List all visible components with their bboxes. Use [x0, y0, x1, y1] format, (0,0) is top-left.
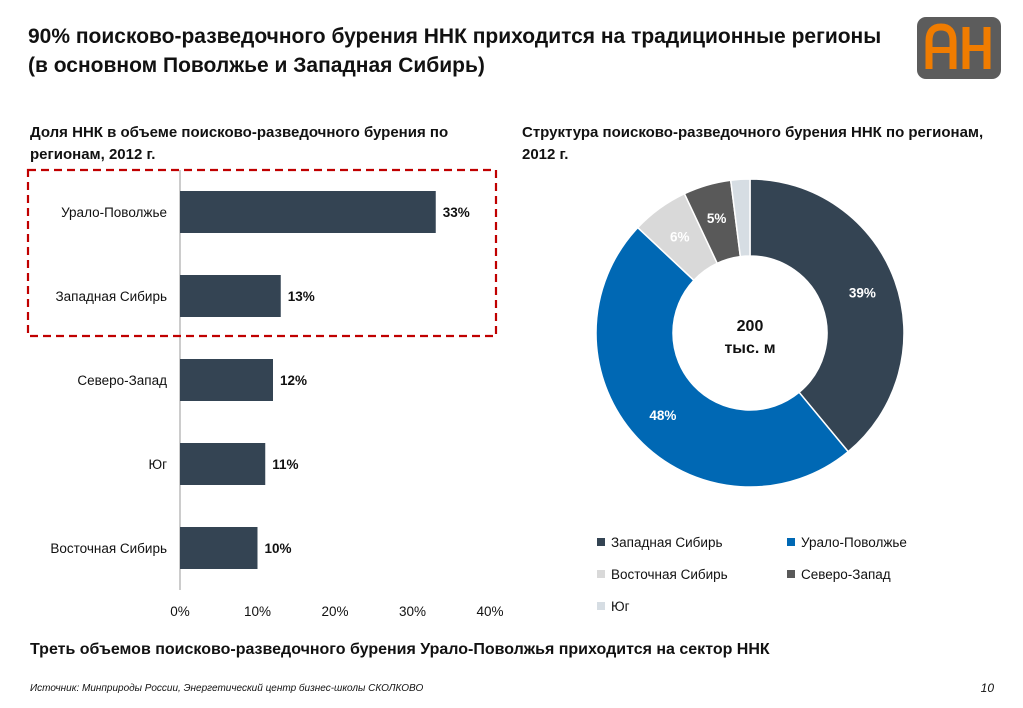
donut-legend: Западная Сибирь Урало-Поволжье Восточная С…: [597, 532, 997, 616]
highlight-frame: [26, 168, 498, 338]
slice-label: 48%: [649, 408, 676, 423]
category-label: Урало-Поволжье: [61, 205, 167, 220]
legend-label: Северо-Запад: [801, 566, 891, 582]
category-label: Восточная Сибирь: [50, 541, 167, 556]
value-label: 13%: [288, 289, 315, 304]
legend-item: Юг: [597, 596, 787, 616]
x-tick-label: 0%: [170, 604, 190, 619]
donut-slice: [729, 178, 751, 258]
slice-label: 5%: [707, 211, 727, 226]
category-label: Юг: [148, 457, 167, 472]
donut-slice: [749, 178, 905, 453]
legend-swatch: [597, 538, 605, 546]
x-tick-label: 40%: [476, 604, 503, 619]
legend-item: Северо-Запад: [787, 564, 977, 584]
x-tick-label: 10%: [244, 604, 271, 619]
category-label: Северо-Запад: [77, 373, 167, 388]
legend-item: Восточная Сибирь: [597, 564, 787, 584]
value-label: 11%: [272, 457, 298, 472]
bar-chart-title: Доля ННК в объеме поисково-разведочного …: [30, 124, 449, 163]
slice-label: 6%: [670, 229, 690, 244]
legend-swatch: [787, 538, 795, 546]
company-logo: [917, 17, 1001, 79]
bar: [180, 275, 281, 317]
legend-label: Юг: [611, 598, 630, 614]
donut-center-unit: тыс. м: [724, 340, 775, 357]
logo-mark: [925, 23, 991, 69]
donut-slice: [595, 226, 850, 488]
category-label: Западная Сибирь: [56, 289, 168, 304]
donut-center-value: 200: [737, 318, 764, 335]
legend-item: Западная Сибирь: [597, 532, 787, 552]
slide-title: 90% поисково-разведочного бурения ННК пр…: [28, 25, 882, 77]
legend-swatch: [597, 570, 605, 578]
bar-chart: Урало-Поволжье 33% Западная Сибирь 13% Север…: [26, 168, 504, 619]
legend-label: Восточная Сибирь: [611, 566, 728, 582]
donut-chart-title: Структура поисково-разведочного бурения …: [522, 124, 984, 163]
bar: [180, 443, 266, 485]
takeaway-text: Треть объемов поисково-разведочного буре…: [30, 641, 770, 658]
slice-label: 39%: [849, 286, 876, 301]
legend-swatch: [597, 602, 605, 610]
value-label: 12%: [280, 373, 307, 388]
page-number: 10: [980, 681, 994, 695]
bar: [180, 191, 436, 233]
x-tick-label: 30%: [399, 604, 426, 619]
bar: [180, 527, 258, 569]
source-note: Источник: Минприроды России, Энергетичес…: [30, 683, 424, 694]
donut-chart: 39% 48% 6% 5% 200 тыс. м: [595, 178, 905, 488]
legend-label: Западная Сибирь: [611, 534, 723, 550]
legend-item: Урало-Поволжье: [787, 532, 977, 552]
value-label: 33%: [443, 205, 470, 220]
value-label: 10%: [265, 541, 292, 556]
bar: [180, 359, 273, 401]
legend-label: Урало-Поволжье: [801, 534, 907, 550]
legend-swatch: [787, 570, 795, 578]
x-tick-label: 20%: [321, 604, 348, 619]
